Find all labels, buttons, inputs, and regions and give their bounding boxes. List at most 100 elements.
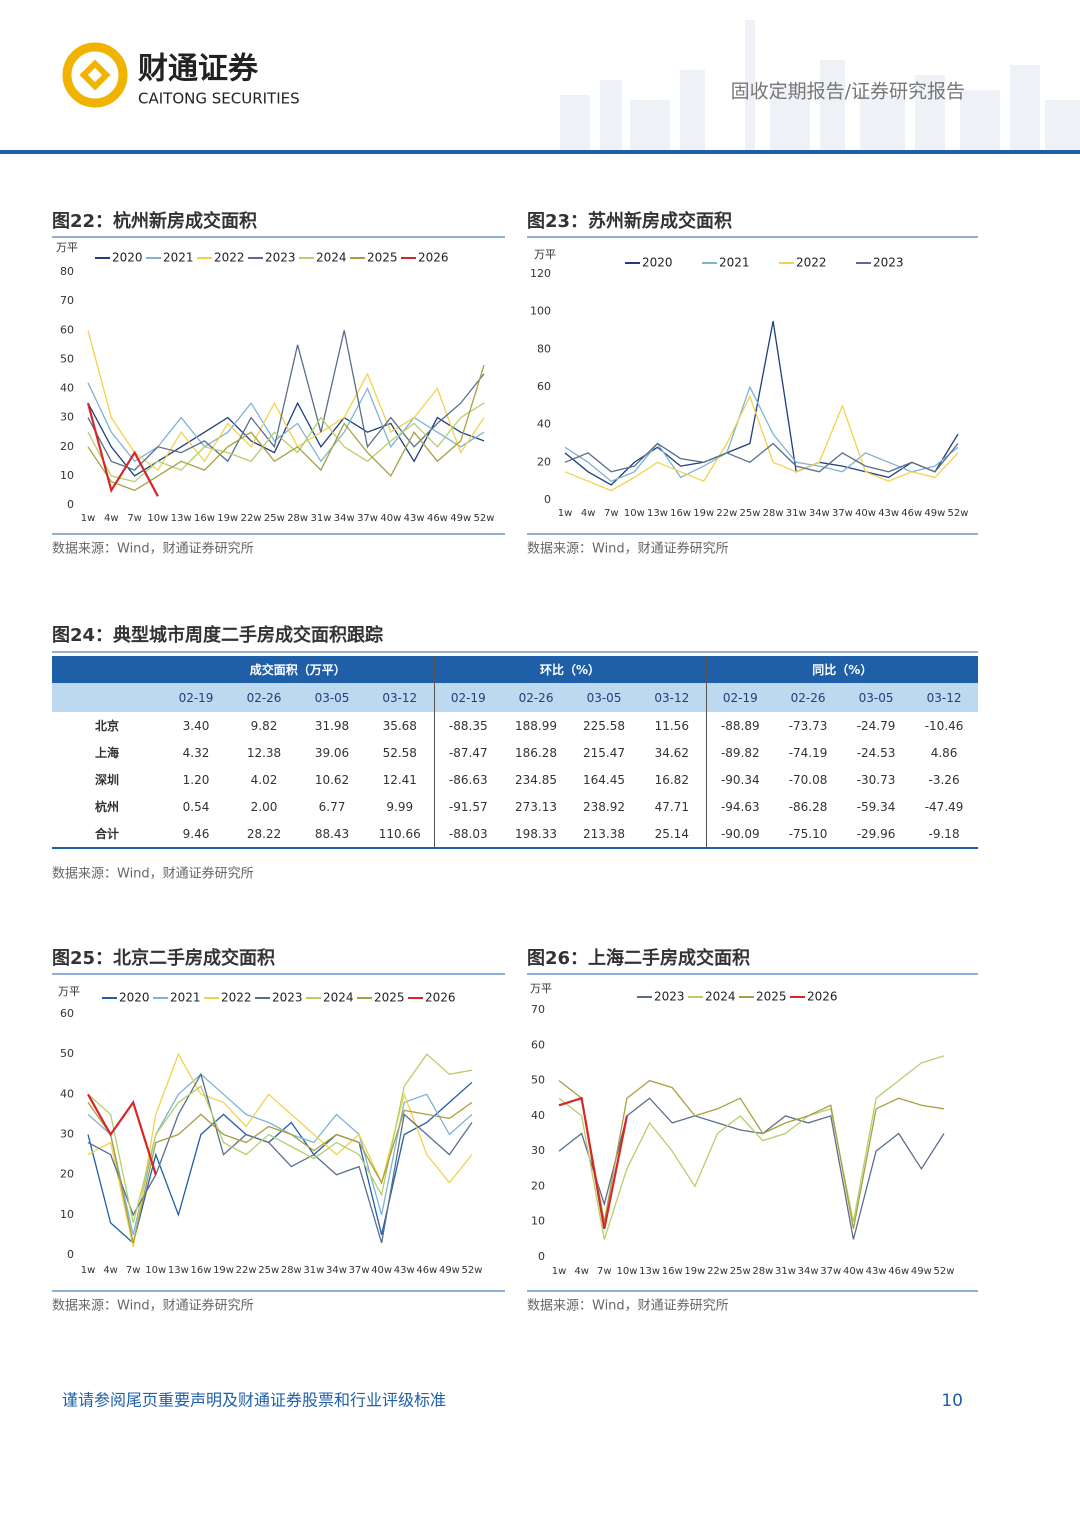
footer-disclaimer: 谨请参阅尾页重要声明及财通证券股票和行业评级标准	[62, 1391, 446, 1410]
chart-title: 图22：杭州新房成交面积	[52, 210, 257, 232]
corner-cell	[52, 656, 162, 683]
x-tick-label: 4w	[574, 1266, 589, 1277]
legend-label: 2021	[163, 251, 194, 265]
value-cell: 16.82	[638, 766, 707, 793]
column-header: 02-26	[230, 683, 298, 712]
series-line	[87, 330, 485, 472]
value-cell: 12.41	[366, 766, 435, 793]
value-cell: -70.08	[788, 772, 828, 787]
value-cell: 4.02	[250, 772, 278, 787]
legend-label: 2021	[719, 256, 750, 270]
legend-label: 2023	[265, 251, 296, 265]
x-tick-label: 7w	[126, 1265, 141, 1276]
column-header: 03-12	[638, 683, 707, 712]
y-tick-label: 60	[60, 1007, 74, 1020]
value-cell: 234.85	[515, 772, 558, 787]
series-line	[87, 1072, 473, 1244]
y-unit-label: 万平	[530, 982, 552, 995]
value-cell: -10.46	[924, 718, 964, 733]
series-line	[558, 1055, 945, 1240]
table-row: 北京 3.40 9.82 31.98 35.68 -88.35 188.99 225.58 11…	[52, 712, 978, 739]
column-header: 02-19	[706, 683, 775, 712]
x-tick-label: 37w	[357, 513, 378, 524]
x-tick-label: 46w	[888, 1266, 909, 1277]
source: 数据来源：Wind，财通证券研究所	[527, 541, 729, 557]
value-cell: 34.62	[638, 739, 707, 766]
x-tick-label: 34w	[798, 1266, 819, 1277]
series-line	[87, 330, 485, 471]
x-tick-label: 40w	[855, 508, 876, 519]
value-cell: 9.46	[162, 820, 230, 849]
x-tick-label: 16w	[662, 1266, 683, 1277]
legend-label: 2024	[705, 990, 736, 1004]
series-line	[87, 382, 485, 463]
value-cell: -89.82	[720, 745, 760, 760]
city-cell: 深圳	[94, 773, 119, 787]
series-line	[87, 1053, 473, 1224]
legend-label: 2023	[873, 256, 904, 270]
x-tick-label: 31w	[310, 513, 331, 524]
value-cell: -88.03	[434, 820, 503, 849]
y-tick-label: 20	[537, 455, 551, 468]
y-tick-label: 0	[538, 1250, 545, 1263]
legend-label: 2022	[221, 991, 252, 1005]
y-tick-label: 30	[531, 1144, 545, 1157]
value-cell: 28.22	[230, 820, 298, 849]
y-tick-label: 10	[531, 1215, 545, 1228]
y-tick-label: 40	[60, 382, 74, 395]
series-line	[87, 1081, 473, 1245]
x-tick-label: 46w	[901, 508, 922, 519]
value-cell: -88.35	[448, 718, 488, 733]
value-cell: 9.99	[366, 793, 435, 820]
value-cell: -9.18	[910, 820, 979, 849]
y-tick-label: 40	[60, 1087, 74, 1100]
legend-label: 2025	[374, 991, 405, 1005]
series-line	[87, 365, 485, 492]
x-tick-label: 40w	[843, 1266, 864, 1277]
y-tick-label: 20	[531, 1179, 545, 1192]
x-tick-label: 13w	[647, 508, 668, 519]
x-tick-label: 19w	[217, 513, 238, 524]
legend-label: 2023	[654, 990, 685, 1004]
data-table: 成交面积（万平） 环比（%） 同比（%） 02-19 02-26 03-05 03-12 02…	[52, 656, 979, 849]
y-tick-label: 70	[531, 1003, 545, 1016]
value-cell: 238.92	[583, 799, 626, 814]
x-tick-label: 28w	[752, 1266, 773, 1277]
x-tick-label: 46w	[427, 513, 448, 524]
column-header: 02-19	[434, 683, 503, 712]
value-cell: -24.79	[856, 718, 896, 733]
value-cell: 11.56	[638, 712, 707, 739]
table-body: 成交面积（万平） 环比（%） 同比（%） 02-19 02-26 03-05 03-12 02…	[52, 656, 979, 849]
value-cell: -75.10	[774, 820, 843, 849]
x-tick-label: 49w	[439, 1265, 460, 1276]
y-tick-label: 40	[531, 1109, 545, 1122]
x-tick-label: 34w	[334, 513, 355, 524]
x-tick-label: 7w	[597, 1266, 612, 1277]
x-tick-label: 28w	[763, 508, 784, 519]
x-tick-label: 19w	[684, 1266, 705, 1277]
column-header: 03-12	[366, 683, 435, 712]
x-tick-label: 31w	[775, 1266, 796, 1277]
y-tick-label: 0	[67, 498, 74, 511]
x-tick-label: 19w	[213, 1265, 234, 1276]
value-cell: -74.19	[788, 745, 828, 760]
source: 数据来源：Wind，财通证券研究所	[52, 866, 254, 882]
value-cell: 215.47	[583, 745, 626, 760]
value-cell: 225.58	[583, 718, 626, 733]
series-line	[558, 1079, 945, 1229]
x-tick-label: 13w	[171, 513, 192, 524]
y-tick-label: 50	[531, 1074, 545, 1087]
value-cell: 4.86	[930, 745, 958, 760]
chart-title: 图26：上海二手房成交面积	[527, 947, 750, 969]
x-tick-label: 34w	[326, 1265, 347, 1276]
y-tick-label: 70	[60, 294, 74, 307]
y-tick-label: 20	[60, 440, 74, 453]
value-cell: 198.33	[502, 820, 571, 849]
x-tick-label: 31w	[303, 1265, 324, 1276]
x-tick-label: 25w	[730, 1266, 751, 1277]
skyline	[560, 20, 1080, 150]
y-tick-label: 30	[60, 411, 74, 424]
city-cell: 北京	[94, 719, 119, 733]
